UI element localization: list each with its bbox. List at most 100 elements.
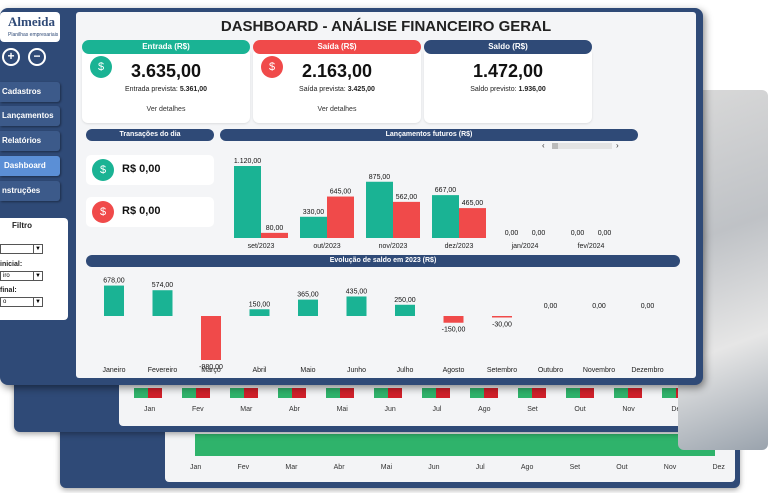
month-label: Set: [527, 406, 538, 413]
money-in-icon: $: [90, 56, 112, 78]
evolution-bar: [249, 309, 270, 316]
month-bar: [340, 388, 354, 398]
nav-lancamentos[interactable]: Lançamentos: [0, 106, 60, 126]
future-category-label: fev/2024: [578, 243, 605, 250]
card-entrada-forecast: Entrada prevista: 5.361,00: [82, 86, 250, 93]
scroll-track[interactable]: [552, 143, 612, 149]
filter-select-initial-value: iro: [3, 273, 10, 279]
filter-title: Filtro: [12, 221, 32, 230]
month-bar-pair: [422, 388, 450, 398]
nav-relatorios[interactable]: Relatórios: [0, 131, 60, 151]
future-category-label: jan/2024: [511, 243, 539, 250]
month-bar: [532, 388, 546, 398]
scroll-right-icon[interactable]: ›: [616, 141, 619, 150]
nav-dashboard[interactable]: Dashboard: [0, 156, 60, 176]
filter-select-1[interactable]: ▼: [0, 244, 43, 254]
month-label: Jan: [190, 464, 202, 471]
month-bar: [566, 388, 580, 398]
card-entrada-forecast-value: 5.361,00: [179, 86, 208, 93]
future-chart: 1.120,00 80,00 set/2023 330,00 645,00 out/202…: [234, 158, 612, 250]
month-bar-pair: [182, 388, 210, 398]
month-label: Ago: [478, 406, 491, 413]
future-category-label: nov/2023: [379, 243, 408, 250]
month-label: Jul: [475, 464, 485, 471]
evolution-category-label: Agosto: [443, 367, 465, 374]
nav-cadastros[interactable]: Cadastros: [0, 82, 60, 102]
card-entrada-value: 3.635,00: [130, 61, 202, 81]
card-saldo-forecast: Saldo previsto: 1.936,00: [424, 86, 592, 93]
zoom-out-icon[interactable]: −: [28, 48, 46, 66]
card-saida-forecast-value: 3.425,00: [347, 86, 375, 93]
zoom-in-icon[interactable]: +: [2, 48, 20, 66]
logo: Almeida Planilhas empresariais: [0, 12, 60, 42]
month-label: Mar: [240, 406, 253, 413]
card-saida-header: Saída (R$): [253, 40, 421, 54]
month-label: Abr: [289, 406, 300, 413]
nav-instrucoes[interactable]: nstruções: [0, 181, 60, 201]
scroll-left-icon[interactable]: ‹: [542, 141, 545, 150]
card-saida-details-link[interactable]: Ver detalhes: [317, 106, 357, 113]
evolution-bar: [152, 290, 173, 316]
transaction-out: $ R$ 0,00: [86, 197, 214, 227]
evolution-bar-label: 250,00: [394, 297, 416, 304]
month-bar: [518, 388, 532, 398]
transactions-title: Transações do dia: [86, 129, 214, 141]
evolution-category-label: Julho: [397, 367, 414, 374]
evolution-bar: [104, 285, 124, 316]
evolution-title: Evolução de saldo em 2023 (R$): [86, 255, 680, 267]
card-saida-forecast-label: Saída prevista:: [299, 86, 346, 93]
money-out-icon: $: [261, 56, 283, 78]
card-saida-value: 2.163,00: [301, 61, 373, 81]
month-bar-pair: [566, 388, 594, 398]
future-chart-scrollbar[interactable]: ‹ ›: [542, 141, 622, 151]
future-bar-label: 1.120,00: [234, 158, 261, 165]
filter-label-final: final:: [0, 287, 17, 294]
card-saida-forecast: Saída prevista: 3.425,00: [253, 86, 421, 93]
evolution-bar: [201, 316, 221, 360]
filter-select-initial[interactable]: iro ▼: [0, 271, 43, 281]
month-label: Mai: [336, 406, 348, 413]
future-bar: [234, 166, 261, 238]
future-bar-label: 465,00: [462, 200, 484, 207]
month-bar: [196, 388, 210, 398]
card-entrada-header: Entrada (R$): [82, 40, 250, 54]
future-bar: [300, 216, 327, 238]
month-bar: [182, 388, 196, 398]
future-bar-label: 875,00: [369, 174, 391, 181]
month-label: Fev: [237, 464, 250, 471]
month-bar-pair: [470, 388, 498, 398]
future-bar: [432, 195, 459, 238]
month-bar: [292, 388, 306, 398]
future-bar-label: 0,00: [532, 230, 546, 237]
evolution-bar-label: 574,00: [152, 282, 174, 289]
month-label: Jul: [432, 406, 442, 413]
month-bar: [484, 388, 498, 398]
month-label: Out: [574, 406, 586, 413]
evolution-category-label: Abril: [252, 367, 266, 374]
future-bar: [393, 201, 420, 238]
month-label: Set: [569, 464, 581, 471]
future-bar-label: 0,00: [571, 230, 585, 237]
month-axis-b: Jan Fev Mar Abr Mai Jun Jul Ago Set Out Nov Dez: [190, 464, 725, 471]
evolution-category-label: Maio: [300, 367, 315, 374]
sidebar: Almeida Planilhas empresariais + − Cadas…: [0, 8, 70, 385]
scroll-thumb[interactable]: [552, 143, 558, 149]
future-bar-label: 562,00: [396, 194, 418, 201]
filter-panel: Filtro ▼ inicial: iro ▼ final: o ▼: [0, 218, 68, 320]
month-label: Mar: [285, 464, 298, 471]
evolution-bar: [346, 296, 367, 316]
month-label: Fev: [191, 406, 204, 413]
month-bar: [244, 388, 258, 398]
month-bar: [628, 388, 642, 398]
card-entrada-details-link[interactable]: Ver detalhes: [146, 106, 186, 113]
filter-select-final[interactable]: o ▼: [0, 297, 43, 307]
future-category-label: dez/2023: [445, 243, 474, 250]
month-bar: [580, 388, 594, 398]
future-bar-label: 667,00: [435, 187, 457, 194]
transaction-in-value: R$ 0,00: [122, 163, 161, 175]
evolution-bar-label: 678,00: [103, 278, 125, 285]
month-bar: [614, 388, 628, 398]
evolution-bar-label: 150,00: [249, 301, 271, 308]
month-bar-pair: [230, 388, 258, 398]
filter-select-final-value: o: [3, 299, 7, 305]
